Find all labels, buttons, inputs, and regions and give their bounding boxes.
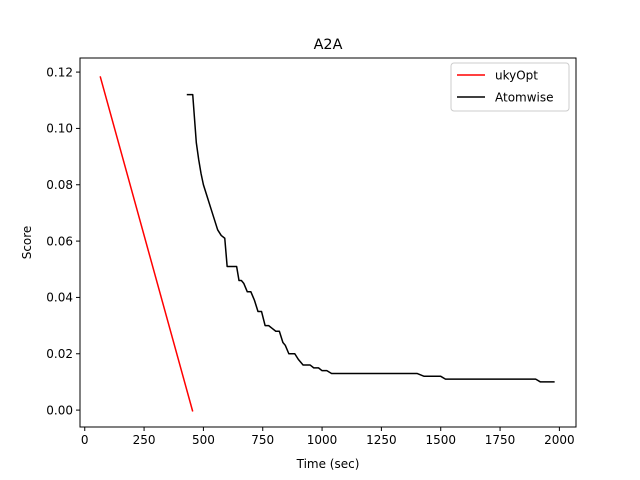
y-tick-label: 0.08 <box>46 178 73 192</box>
legend-label-atomwise: Atomwise <box>495 91 554 105</box>
x-axis-label: Time (sec) <box>296 457 360 471</box>
y-axis-label: Score <box>20 226 34 260</box>
y-tick-label: 0.02 <box>46 347 73 361</box>
legend: ukyOpt Atomwise <box>450 62 570 112</box>
x-tick-label: 750 <box>251 433 274 447</box>
legend-label-ukyopt: ukyOpt <box>495 69 538 83</box>
series-lines <box>99 76 555 412</box>
x-axis-ticks: 0 250 500 750 1000 1250 1500 1750 2000 <box>81 427 575 447</box>
x-tick-label: 2000 <box>544 433 575 447</box>
x-tick-label: 1500 <box>425 433 456 447</box>
y-axis-ticks: 0.00 0.02 0.04 0.06 0.08 0.10 0.12 <box>46 65 80 417</box>
x-tick-label: 1000 <box>307 433 338 447</box>
x-tick-label: 1750 <box>485 433 516 447</box>
y-tick-label: 0.00 <box>46 403 73 417</box>
y-tick-label: 0.04 <box>46 291 73 305</box>
chart-title: A2A <box>314 37 343 53</box>
y-tick-label: 0.06 <box>46 234 73 248</box>
series-line-ukyopt <box>99 76 194 412</box>
x-tick-label: 1250 <box>366 433 397 447</box>
x-tick-label: 250 <box>133 433 156 447</box>
x-tick-label: 0 <box>81 433 89 447</box>
y-tick-label: 0.12 <box>46 65 73 79</box>
series-line-atomwise <box>186 93 555 383</box>
plot-frame <box>79 57 577 428</box>
y-tick-label: 0.10 <box>46 122 73 136</box>
x-tick-label: 500 <box>192 433 215 447</box>
